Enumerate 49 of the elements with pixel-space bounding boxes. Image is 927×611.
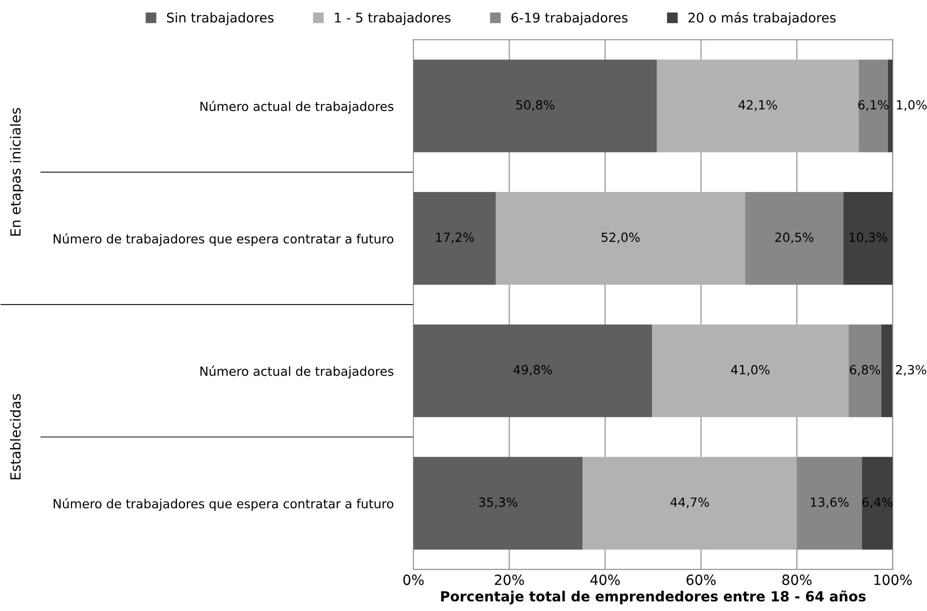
bar bbox=[848, 324, 882, 418]
bar bbox=[652, 324, 849, 418]
bar bbox=[858, 60, 888, 152]
data-label: 6,1% bbox=[858, 100, 888, 111]
y-tick-label: Número actual de trabajadores bbox=[200, 100, 394, 114]
x-tick-label: 0% bbox=[403, 574, 424, 586]
data-label: 17,2% bbox=[436, 232, 474, 244]
legend-label: Sin trabajadores bbox=[167, 12, 274, 26]
x-tick-label: 80% bbox=[782, 574, 812, 586]
data-label: 2,3% bbox=[896, 364, 926, 376]
legend-label: 20 o más trabajadores bbox=[688, 12, 836, 26]
data-label: 6,4% bbox=[862, 497, 893, 508]
x-axis-title: Porcentaje total de emprendedores entre 18 - 64 años bbox=[441, 590, 866, 604]
legend-label: 6-19 trabajadores bbox=[511, 12, 628, 26]
data-label: 35,3% bbox=[479, 497, 518, 508]
bar bbox=[413, 60, 657, 152]
bar bbox=[496, 192, 746, 285]
bar bbox=[888, 60, 893, 152]
bar bbox=[656, 60, 859, 152]
bar bbox=[413, 192, 496, 285]
bar bbox=[745, 192, 844, 285]
bar bbox=[796, 456, 862, 550]
x-tick-label: 60% bbox=[686, 574, 716, 586]
data-label: 13,6% bbox=[810, 497, 849, 508]
bar bbox=[843, 192, 893, 285]
text: En etapas iniciales bbox=[10, 108, 24, 236]
bar bbox=[413, 456, 583, 550]
y-tick-label: Número de trabajadores que espera contratar a futuro bbox=[54, 233, 394, 246]
x-tick-label: 100% bbox=[874, 574, 912, 586]
x-tick-label: 20% bbox=[494, 574, 524, 586]
legend-label: 1 - 5 trabajadores bbox=[335, 12, 451, 26]
text: Establecidas bbox=[10, 394, 21, 480]
data-label: 42,1% bbox=[738, 100, 777, 111]
data-label: 41,0% bbox=[731, 364, 770, 376]
y-tick-label: Número de trabajadores que espera contratar a futuro bbox=[54, 498, 394, 511]
bar bbox=[413, 324, 652, 418]
bar bbox=[582, 456, 797, 550]
data-label: 1,0% bbox=[896, 100, 927, 111]
y-tick-label: Número actual de trabajadores bbox=[200, 366, 394, 378]
data-label: 10,3% bbox=[850, 232, 888, 244]
data-label: 6,8% bbox=[850, 364, 880, 376]
data-label: 50,8% bbox=[516, 100, 554, 111]
bar bbox=[881, 324, 892, 418]
data-label: 52,0% bbox=[602, 232, 640, 244]
bar bbox=[862, 456, 893, 550]
data-label: 44,7% bbox=[670, 497, 709, 508]
data-label: 20,5% bbox=[775, 232, 814, 244]
data-label: 49,8% bbox=[514, 364, 552, 376]
x-tick-label: 40% bbox=[590, 574, 620, 586]
